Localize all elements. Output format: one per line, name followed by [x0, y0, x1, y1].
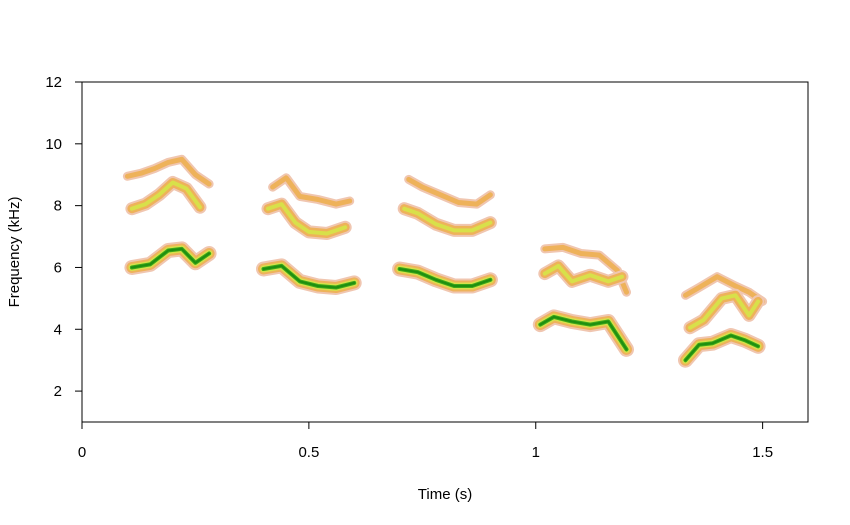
x-tick-label: 1 [532, 444, 540, 461]
spectrogram-marks [122, 154, 768, 368]
contour-line [270, 175, 353, 207]
contour-line [266, 202, 348, 236]
contour-line [402, 206, 493, 233]
harmonic-band-high [532, 309, 634, 357]
harmonic-band-mid [261, 197, 352, 240]
y-axis-title: Frequency (kHz) [6, 197, 23, 308]
harmonic-band-outer [404, 174, 495, 209]
y-tick-label: 6 [54, 259, 62, 276]
contour-line [124, 156, 212, 187]
harmonic-band-mid [538, 259, 629, 288]
contour-line [406, 176, 493, 207]
harmonic-band-high [124, 241, 217, 275]
harmonic-band-high [678, 328, 766, 368]
contour-line [683, 274, 766, 304]
y-tick-label: 12 [45, 74, 62, 91]
y-tick-label: 8 [54, 198, 62, 215]
x-tick-label: 1.5 [752, 444, 773, 461]
y-tick-label: 4 [54, 321, 62, 338]
contour-line [542, 263, 624, 284]
harmonic-band-outer [681, 272, 768, 306]
harmonic-band-mid [125, 176, 207, 216]
contour-line [130, 247, 211, 269]
x-axis-title: Time (s) [418, 486, 472, 503]
harmonic-band-mid [683, 288, 765, 335]
x-tick-label: 0.5 [298, 444, 319, 461]
y-tick-label: 2 [54, 383, 62, 400]
contour-line [262, 264, 356, 289]
contour-line [129, 180, 202, 211]
contour-line [684, 334, 760, 362]
contour-line [688, 293, 761, 330]
harmonic-band-outer [122, 154, 214, 189]
contour-line [398, 268, 492, 287]
harmonic-band-mid [397, 202, 497, 237]
x-tick-label: 0 [78, 444, 86, 461]
harmonic-band-outer [268, 173, 355, 209]
harmonic-band-high [256, 258, 362, 295]
x-axis: 0 0.5 1 1.5 [78, 421, 773, 461]
y-tick-label: 10 [45, 136, 62, 153]
harmonic-band-high [392, 261, 498, 294]
y-axis: 2 4 6 8 10 12 [45, 74, 83, 400]
contour-line [539, 315, 628, 351]
